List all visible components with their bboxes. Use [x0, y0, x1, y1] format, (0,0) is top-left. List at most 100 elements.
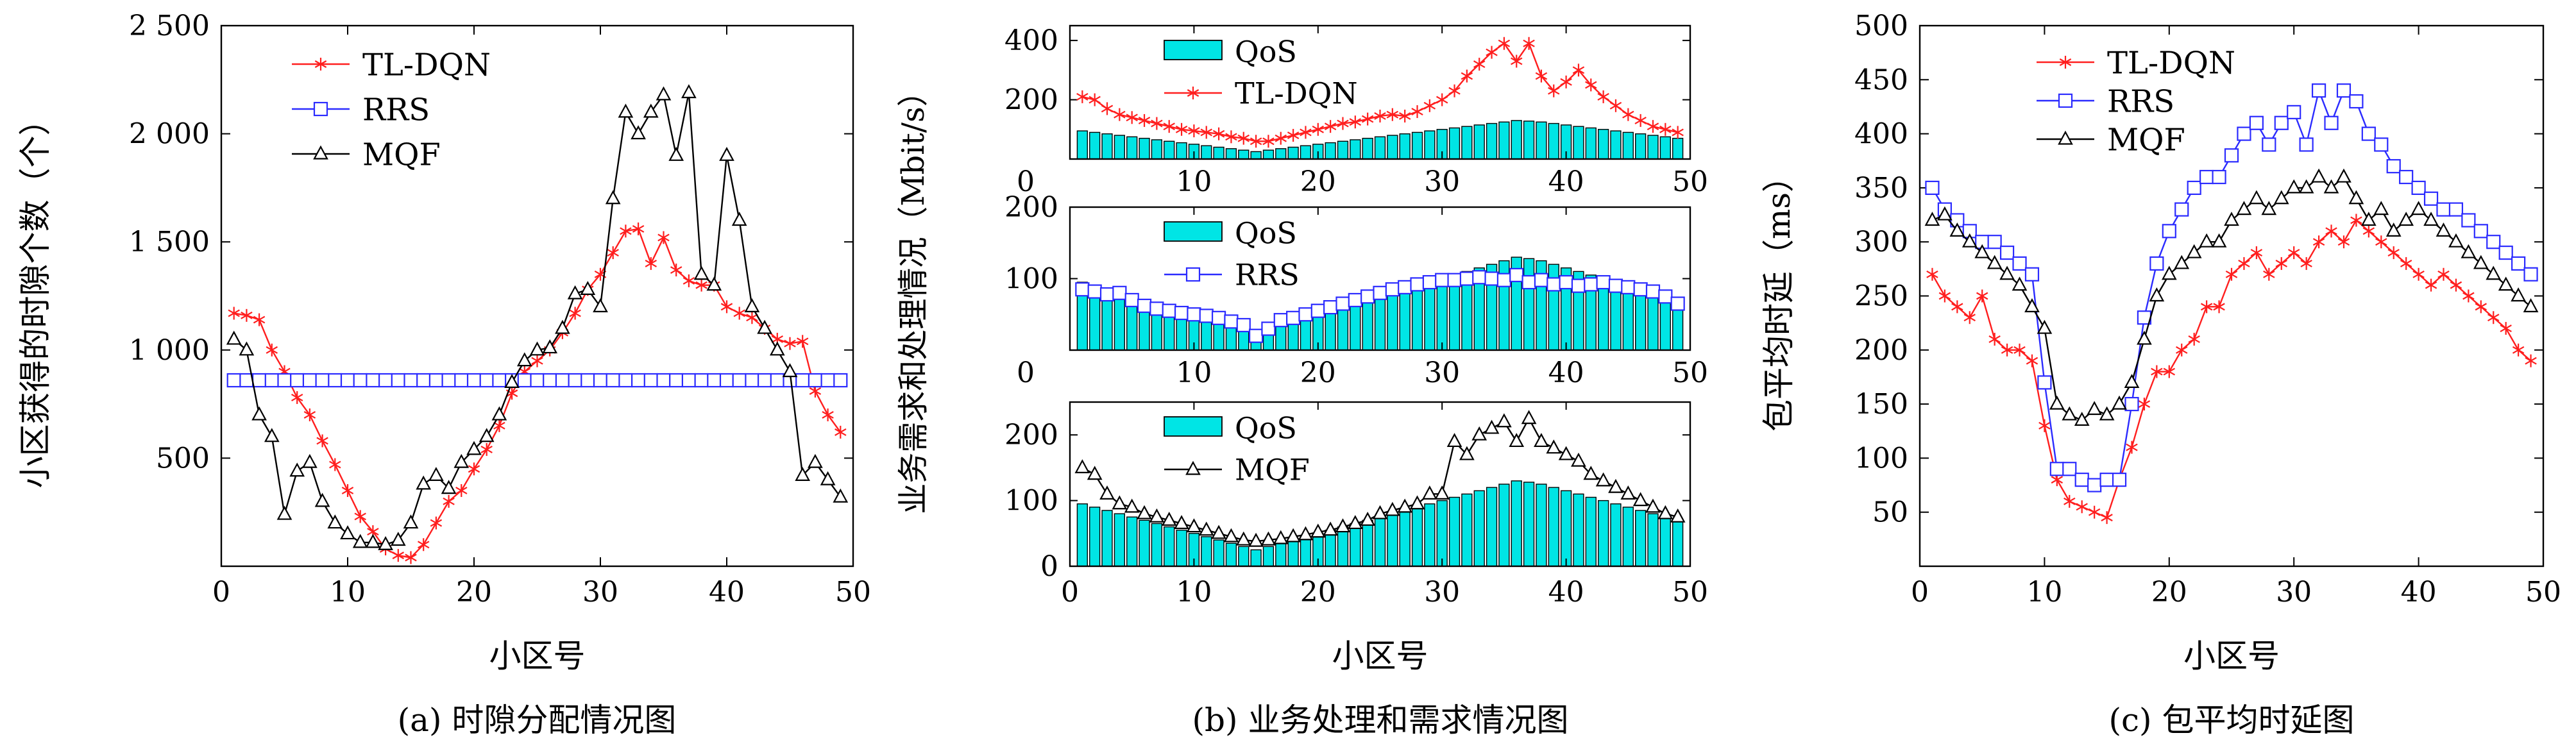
y-axis-label: 小区获得的时隙个数（个）	[17, 104, 54, 489]
data-point-rrs	[2224, 148, 2239, 163]
qos-bar	[1523, 258, 1535, 351]
y-tick-label: 200	[1004, 84, 1058, 117]
data-point-tl	[1225, 130, 1237, 144]
data-point-mqf	[1235, 531, 1251, 546]
data-point-mqf	[1670, 508, 1686, 523]
qos-bar	[1523, 121, 1535, 160]
data-point-rrs	[1149, 301, 1164, 316]
data-point-tl	[2475, 300, 2487, 314]
data-point-rrs	[1608, 278, 1623, 293]
data-point-mqf	[1161, 512, 1177, 526]
y-tick-label: 100	[1004, 263, 1058, 296]
data-point-rrs	[593, 373, 608, 388]
data-point-mqf	[580, 281, 596, 295]
data-point-mqf	[2448, 233, 2464, 248]
qos-bar	[1250, 549, 1262, 567]
data-point-rrs	[1422, 274, 1437, 290]
qos-bar	[1337, 526, 1349, 567]
data-point-mqf	[744, 298, 760, 312]
data-point-mqf	[302, 453, 318, 468]
data-point-rrs	[1087, 284, 1102, 299]
data-point-rrs	[302, 373, 317, 388]
panel-3: 0 100 200 QoS MQF	[1004, 401, 1691, 583]
data-point-mqf	[276, 505, 292, 520]
data-point-tl	[480, 442, 493, 456]
data-point-tl	[1647, 120, 1659, 133]
data-point-mqf	[656, 86, 672, 101]
data-point-rrs	[353, 373, 368, 388]
data-point-mqf	[1595, 472, 1611, 487]
legend-marker-tl	[314, 58, 327, 71]
data-point-tl	[1386, 108, 1399, 121]
qos-bar	[1300, 145, 1312, 160]
data-point-rrs	[2436, 202, 2451, 217]
y-tick-label: 150	[1854, 388, 1908, 421]
data-point-mqf	[1285, 528, 1301, 543]
qos-bar	[1337, 140, 1349, 160]
y-tick-label: 300	[1854, 226, 1908, 258]
qos-bar	[1436, 278, 1448, 351]
data-point-mqf	[2024, 298, 2040, 312]
qos-bar	[1461, 126, 1473, 160]
data-point-mqf	[757, 319, 772, 334]
caption-a: (a) 时隙分配情况图	[398, 702, 677, 739]
qos-bar	[1573, 126, 1584, 160]
qos-bar	[1536, 121, 1547, 160]
data-point-rrs	[694, 373, 709, 388]
legend-swatch-qos	[1164, 416, 1223, 437]
data-point-tl	[2126, 441, 2138, 454]
data-point-tl	[1634, 114, 1647, 127]
chart-c-average-packet-delay: 0 10 20 30 40 50 50 100 150 200 250 300 350 400 450 500…	[1760, 10, 2561, 675]
legend-marker-mqf	[2058, 130, 2073, 145]
data-point-mqf	[1298, 526, 1314, 541]
qos-bar	[1399, 133, 1411, 160]
data-point-rrs	[441, 373, 456, 388]
data-point-rrs	[466, 373, 482, 388]
data-point-mqf	[314, 492, 330, 507]
data-point-rrs	[2274, 115, 2289, 130]
legend-label-tl: TL-DQN	[362, 47, 491, 83]
x-tick-label: 30	[1424, 357, 1460, 389]
data-point-rrs	[1472, 270, 1487, 285]
qos-bar	[1089, 507, 1101, 567]
data-point-mqf	[2523, 298, 2539, 312]
x-axis-label: 小区号	[2183, 637, 2280, 675]
x-tick-label: 10	[1176, 165, 1212, 198]
data-point-tl	[2512, 343, 2525, 357]
qos-bar	[1350, 303, 1361, 351]
data-point-tl	[341, 484, 354, 497]
data-point-rrs	[1137, 298, 1152, 313]
data-point-rrs	[1546, 277, 1561, 292]
data-point-tl	[2412, 267, 2425, 281]
qos-bar	[1213, 321, 1224, 351]
data-point-rrs	[656, 373, 671, 388]
y-tick-label: 500	[1854, 10, 1908, 42]
data-point-rrs	[264, 373, 279, 388]
qos-bar	[1387, 135, 1398, 160]
qos-bar	[1635, 510, 1647, 567]
x-tick-label: 20	[1300, 165, 1336, 198]
data-point-rrs	[555, 373, 570, 388]
y-tick-label: 350	[1854, 172, 1908, 205]
data-point-tl	[2163, 365, 2176, 378]
data-point-tl	[2213, 300, 2225, 314]
data-point-rrs	[1112, 285, 1127, 300]
qos-bar	[1635, 289, 1647, 351]
data-point-rrs	[1521, 274, 1536, 290]
data-point-mqf	[340, 525, 355, 540]
data-point-mqf	[1112, 495, 1128, 510]
data-point-mqf	[403, 514, 419, 529]
data-point-rrs	[1670, 296, 1685, 311]
data-point-mqf	[1999, 265, 2015, 280]
qos-bar	[1511, 480, 1522, 567]
data-point-tl	[2138, 398, 2151, 411]
data-point-rrs	[719, 373, 734, 388]
data-point-tl	[417, 538, 430, 551]
data-point-tl	[1963, 311, 1976, 324]
data-point-tl	[1461, 69, 1473, 83]
data-point-rrs	[315, 373, 330, 388]
data-point-tl	[2362, 224, 2375, 238]
data-point-rrs	[770, 373, 784, 388]
qos-bar	[1411, 131, 1423, 160]
qos-bar	[1548, 122, 1559, 160]
